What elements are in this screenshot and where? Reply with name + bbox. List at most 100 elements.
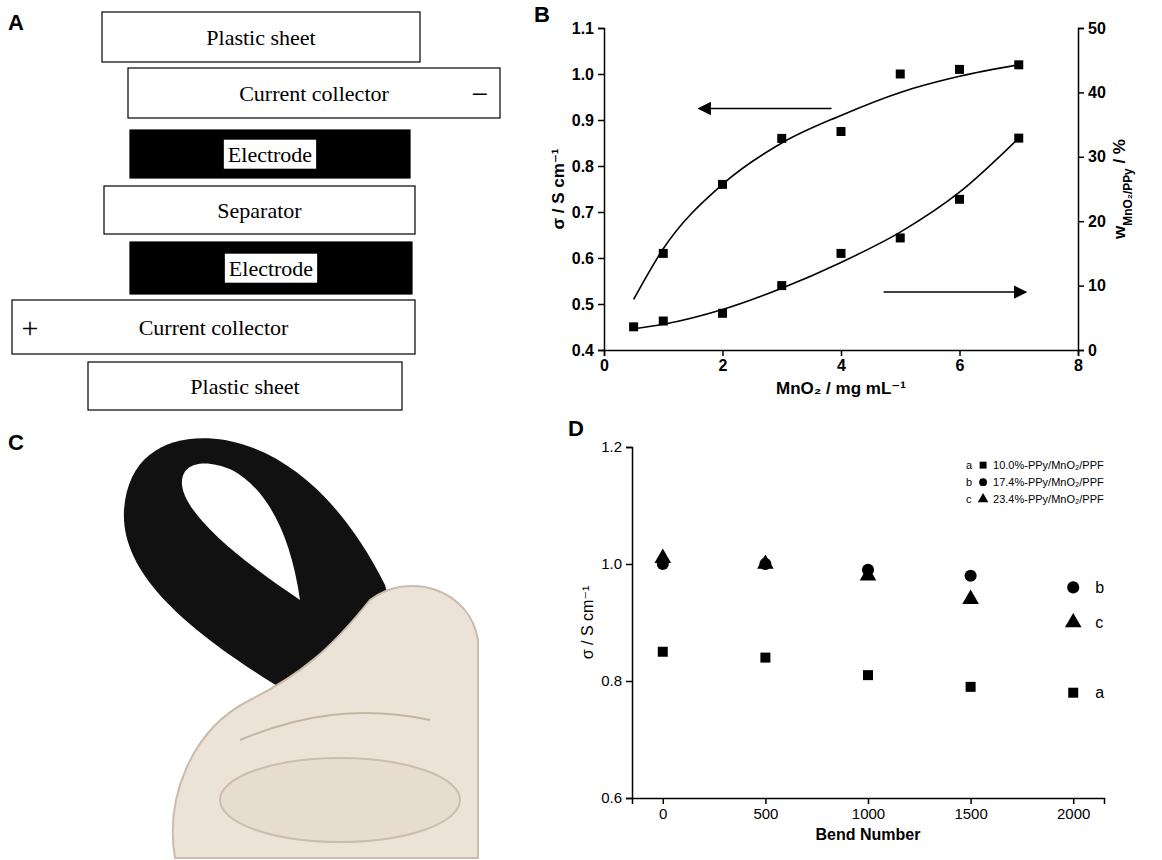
point (629, 322, 638, 331)
y-axis: 0.40.50.60.70.80.91.01.1 (572, 20, 605, 359)
tick-mark (1078, 285, 1084, 287)
tick-label: 4 (837, 357, 846, 374)
layer-label: Current collector (239, 81, 389, 106)
legend-label: 10.0%-PPy/MnO₂/PPF (993, 459, 1104, 471)
tick: 0.9 (572, 112, 604, 129)
legend-letter: b (966, 476, 972, 488)
x-axis: 0500100015002000 (633, 798, 1105, 822)
tick-mark (1073, 798, 1075, 804)
legend-label: 23.4%-PPy/MnO₂/PPF (993, 493, 1104, 505)
panel-letter: C (8, 430, 24, 455)
series-label: b (1095, 579, 1104, 596)
layer: Electrode (130, 130, 410, 178)
tick: 0 (1078, 342, 1097, 359)
point (760, 653, 770, 663)
tick-label: 0 (600, 357, 609, 374)
axis-pointer (884, 291, 1026, 293)
tick-mark (1078, 28, 1084, 30)
tick: 40 (1078, 84, 1106, 101)
tick: 30 (1078, 148, 1106, 165)
chart: D05001000150020000.60.81.01.2Bend Number… (568, 416, 1105, 843)
tick: 1.0 (572, 66, 604, 83)
layer: Current collector− (128, 68, 500, 118)
tick-label: 0.4 (572, 342, 594, 359)
tick-label: 0.8 (601, 672, 622, 689)
legend-letter: a (966, 459, 973, 471)
panel-letter: B (534, 2, 550, 27)
y-axis: 0.6 0.8 1.0 1.2 (601, 438, 632, 806)
fit-line (634, 138, 1019, 329)
layer-box (130, 130, 410, 178)
tick-label: 0 (659, 805, 667, 822)
tick: 2000 (1057, 798, 1090, 822)
y2-axis: 01020304050 (1078, 20, 1106, 359)
tick: 0 (659, 798, 667, 822)
tick-label: 40 (1088, 84, 1106, 101)
polarity-sign: + (22, 311, 39, 344)
tick-label: 0.9 (572, 112, 594, 129)
point (896, 70, 905, 79)
axis-title: Bend Number (816, 826, 921, 843)
tick-label: 1.0 (601, 555, 622, 572)
tick-label: 0.5 (572, 296, 594, 313)
legend-marker (978, 493, 989, 502)
tick-mark (598, 28, 604, 30)
point (863, 670, 873, 680)
tick-label: 6 (956, 357, 965, 374)
series-label: c (1095, 614, 1103, 631)
chart: B024680.40.50.60.70.80.91.01.10102030405… (534, 2, 1135, 398)
tick-mark (598, 350, 604, 352)
legend-letter: c (966, 493, 972, 505)
layer: Electrode (130, 242, 412, 294)
layer-label: Current collector (139, 315, 289, 340)
axis-title: wMnO₂/PPy / % (1110, 139, 1135, 240)
axis-line (626, 448, 633, 799)
layer-label: Plastic sheet (190, 374, 299, 399)
layer-box (130, 242, 412, 294)
layer-box (12, 300, 415, 354)
tick-mark (626, 564, 632, 566)
tick: 1.2 (601, 438, 632, 455)
tick: 0.8 (572, 158, 604, 175)
layer-label: Electrode (229, 256, 313, 281)
glove-finger (220, 758, 460, 842)
layer-label: Separator (217, 198, 302, 223)
plot-marks (629, 60, 1023, 331)
axis-pointer (699, 108, 832, 110)
tick: 50 (1078, 20, 1106, 37)
tick: 4 (837, 350, 846, 374)
tick-label: 0.6 (601, 789, 622, 806)
label-ground (224, 140, 316, 169)
panel-letter: D (568, 416, 584, 441)
tick-mark (1078, 221, 1084, 223)
tick: 8 (1074, 350, 1083, 374)
tick-label: 30 (1088, 148, 1106, 165)
tick: 0.8 (601, 672, 632, 689)
layer: Separator (104, 186, 415, 234)
point (860, 566, 877, 580)
point (955, 65, 964, 74)
tick-label: 1.2 (601, 438, 622, 455)
tick-label: 2000 (1057, 805, 1090, 822)
tick-label: 1.1 (572, 20, 594, 37)
tick-label: 0.6 (572, 250, 594, 267)
tick-label: 0.8 (572, 158, 594, 175)
panel-a: APlastic sheetCurrent collector−Electrod… (8, 10, 500, 410)
point (955, 195, 964, 204)
point (658, 647, 668, 657)
point (654, 549, 671, 563)
tick-mark (841, 350, 843, 356)
tick: 0.6 (572, 250, 604, 267)
tick: 1000 (852, 798, 885, 822)
tick-label: 1000 (852, 805, 885, 822)
axis-title: MnO₂ / mg mL⁻¹ (776, 379, 906, 398)
layer: Current collector + (12, 300, 415, 354)
tick-mark (598, 166, 604, 168)
layer: Plastic sheet (102, 12, 420, 62)
glove (173, 586, 478, 858)
legend-marker (980, 462, 987, 469)
tick-mark (722, 350, 724, 356)
tick-mark (1078, 350, 1084, 352)
tick: 10 (1078, 277, 1106, 294)
tick-mark (1078, 92, 1084, 94)
